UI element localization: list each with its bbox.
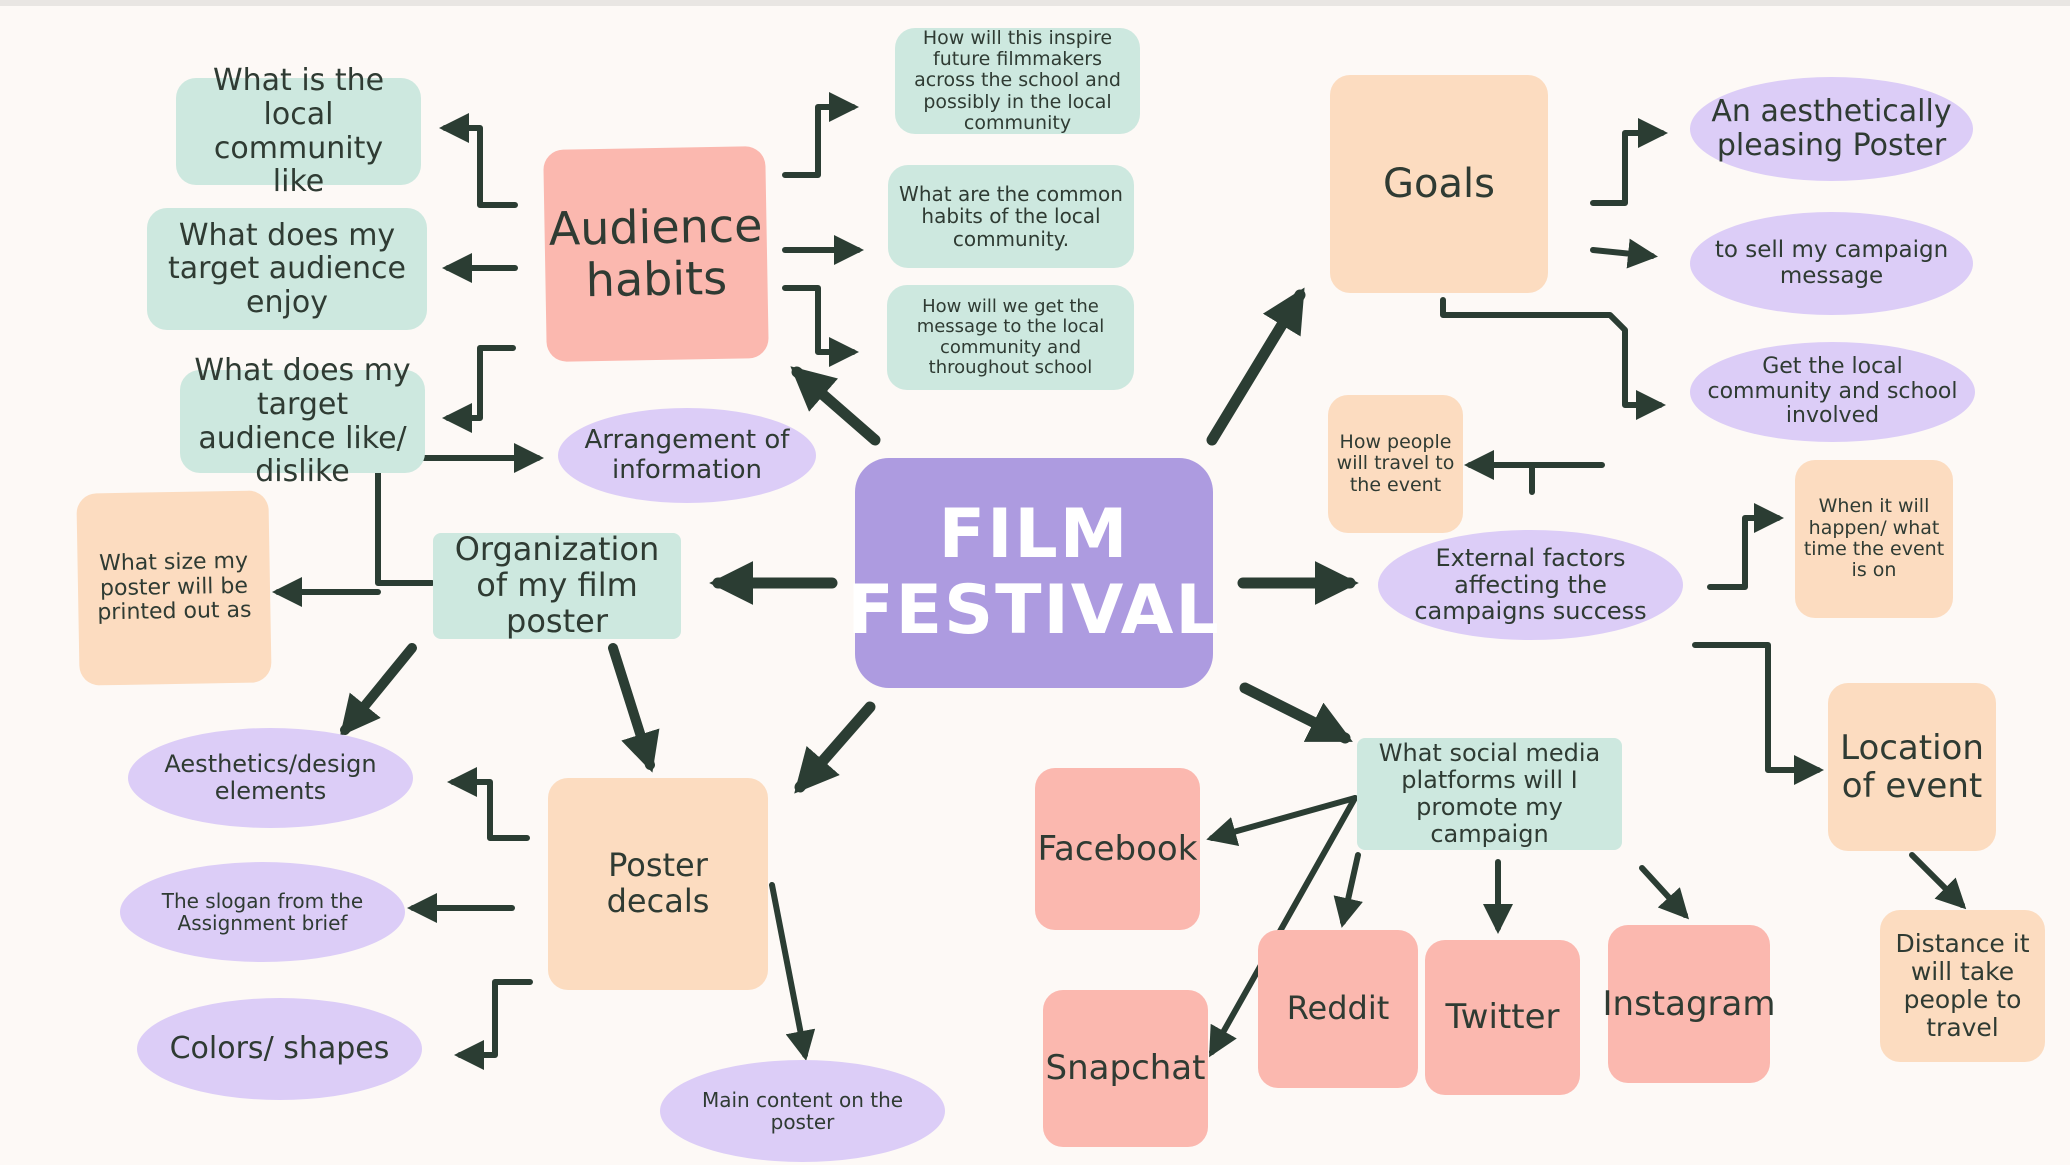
central-topic-film-festival[interactable]: FILM FESTIVAL: [847, 458, 1219, 688]
platform-facebook[interactable]: Facebook: [1035, 768, 1200, 930]
note-poster-size[interactable]: What size my poster will be printed out …: [76, 490, 272, 686]
note-local-community[interactable]: What is the local community like: [176, 64, 421, 198]
arrow-audience-to-inspire: [782, 92, 859, 178]
note-travel[interactable]: How people will travel to the event: [1328, 395, 1463, 533]
social-media-hub[interactable]: What social media platforms will I promo…: [1357, 738, 1622, 850]
note-colors-shapes[interactable]: Colors/ shapes: [137, 998, 422, 1100]
note-main-content[interactable]: Main content on the poster: [660, 1060, 945, 1162]
arrow-organization-to-arrangement: [375, 443, 544, 586]
arrow-audience-to-message: [782, 285, 859, 367]
arrow-external-to-when: [1707, 503, 1784, 590]
note-get-message-out[interactable]: How will we get the message to the local…: [887, 285, 1134, 390]
note-arrangement[interactable]: Arrangement of information: [558, 408, 816, 503]
arrow-center-to-audience: [790, 366, 881, 446]
note-slogan[interactable]: The slogan from the Assignment brief: [120, 862, 405, 962]
goal-sell-message[interactable]: to sell my campaign message: [1690, 212, 1973, 315]
arrow-social-to-facebook: [1206, 795, 1358, 846]
arrow-social-to-snapchat: [1209, 795, 1358, 1058]
arrow-center-to-social: [1239, 682, 1353, 744]
note-aesthetics[interactable]: Aesthetics/design elements: [128, 728, 413, 828]
goal-get-involved[interactable]: Get the local community and school invol…: [1690, 342, 1975, 442]
note-inspire-filmmakers[interactable]: How will this inspire future filmmakers …: [895, 27, 1140, 134]
arrow-external-to-travel: [1464, 450, 1605, 495]
note-distance[interactable]: Distance it will take people to travel: [1880, 910, 2045, 1062]
arrow-center-to-decals: [794, 701, 876, 794]
arrow-center-to-goals: [1206, 287, 1306, 446]
platform-snapchat[interactable]: Snapchat: [1043, 990, 1208, 1147]
arrow-location-to-distance: [1909, 852, 1967, 910]
poster-decals-hub[interactable]: Poster decals: [548, 778, 768, 990]
arrow-goals-to-involved: [1440, 297, 1666, 420]
arrow-external-to-location: [1692, 642, 1824, 785]
arrow-social-to-reddit: [1333, 852, 1363, 928]
note-location[interactable]: Location of event: [1828, 683, 1996, 851]
note-target-audience-enjoy[interactable]: What does my target audience enjoy: [147, 208, 427, 330]
external-factors-hub[interactable]: External factors affecting the campaigns…: [1378, 530, 1683, 640]
platform-twitter[interactable]: Twitter: [1425, 940, 1580, 1095]
platform-instagram[interactable]: Instagram: [1603, 925, 1776, 1083]
goals-hub[interactable]: Goals: [1330, 75, 1548, 293]
goal-aesthetic-poster[interactable]: An aesthetically pleasing Poster: [1690, 77, 1973, 181]
arrow-social-to-instagram: [1639, 865, 1690, 920]
arrow-goals-to-aesthetic: [1590, 118, 1668, 206]
arrow-organization-to-aesthetics: [339, 643, 417, 737]
arrow-decals-to-colors: [454, 979, 533, 1070]
arrow-organization-to-decals: [608, 643, 660, 773]
top-bar: [0, 0, 2070, 6]
audience-habits-hub[interactable]: Audience habits: [543, 146, 769, 362]
arrow-decals-to-aesthetics: [447, 767, 530, 841]
arrow-audience-to-likes: [442, 345, 516, 433]
platform-reddit[interactable]: Reddit: [1258, 930, 1418, 1088]
note-common-habits[interactable]: What are the common habits of the local …: [888, 165, 1134, 268]
organization-hub[interactable]: Organization of my film poster: [433, 531, 681, 639]
note-when[interactable]: When it will happen/ what time the event…: [1795, 460, 1953, 618]
arrow-goals-to-sell: [1590, 238, 1658, 269]
arrow-decals-to-main-content: [769, 882, 816, 1061]
arrow-audience-to-community: [439, 113, 518, 208]
note-target-audience-likes[interactable]: What does my target audience like/ disli…: [180, 354, 425, 488]
